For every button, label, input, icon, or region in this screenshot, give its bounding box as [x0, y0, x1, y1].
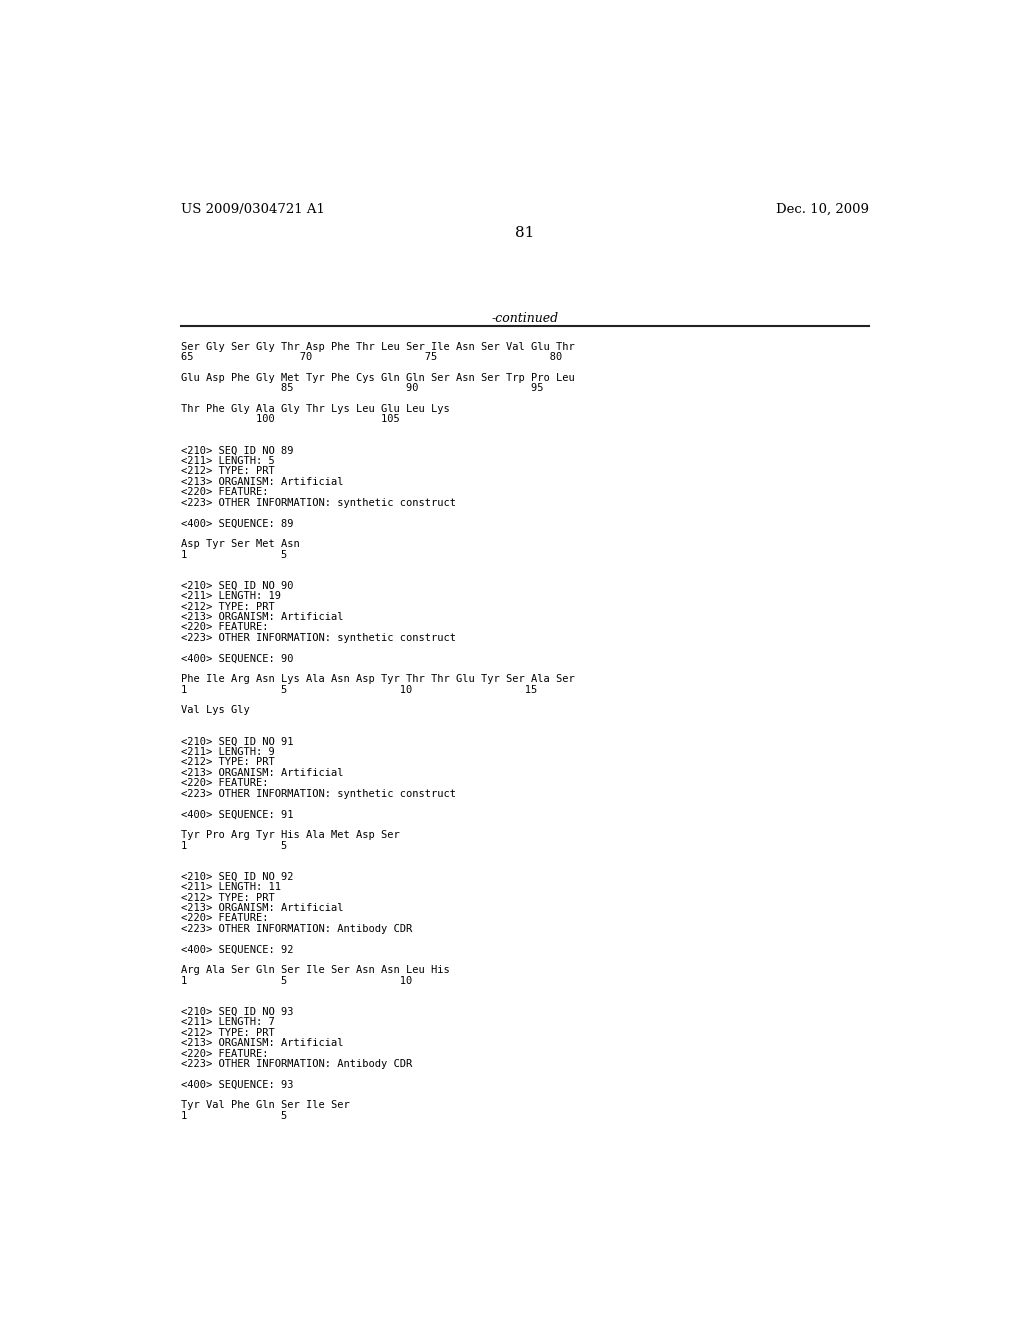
- Text: 1               5                  10                  15: 1 5 10 15: [180, 685, 537, 694]
- Text: <400> SEQUENCE: 93: <400> SEQUENCE: 93: [180, 1080, 293, 1090]
- Text: <213> ORGANISM: Artificial: <213> ORGANISM: Artificial: [180, 903, 343, 913]
- Text: <211> LENGTH: 5: <211> LENGTH: 5: [180, 455, 274, 466]
- Text: <210> SEQ ID NO 89: <210> SEQ ID NO 89: [180, 446, 293, 455]
- Text: <212> TYPE: PRT: <212> TYPE: PRT: [180, 602, 274, 611]
- Text: <211> LENGTH: 9: <211> LENGTH: 9: [180, 747, 274, 758]
- Text: Glu Asp Phe Gly Met Tyr Phe Cys Gln Gln Ser Asn Ser Trp Pro Leu: Glu Asp Phe Gly Met Tyr Phe Cys Gln Gln …: [180, 372, 574, 383]
- Text: Arg Ala Ser Gln Ser Ile Ser Asn Asn Leu His: Arg Ala Ser Gln Ser Ile Ser Asn Asn Leu …: [180, 965, 450, 975]
- Text: Tyr Pro Arg Tyr His Ala Met Asp Ser: Tyr Pro Arg Tyr His Ala Met Asp Ser: [180, 830, 399, 841]
- Text: 1               5: 1 5: [180, 841, 287, 850]
- Text: <223> OTHER INFORMATION: Antibody CDR: <223> OTHER INFORMATION: Antibody CDR: [180, 1059, 412, 1069]
- Text: <211> LENGTH: 11: <211> LENGTH: 11: [180, 882, 281, 892]
- Text: <220> FEATURE:: <220> FEATURE:: [180, 622, 268, 632]
- Text: 1               5: 1 5: [180, 1111, 287, 1121]
- Text: <220> FEATURE:: <220> FEATURE:: [180, 913, 268, 924]
- Text: US 2009/0304721 A1: US 2009/0304721 A1: [180, 203, 325, 216]
- Text: <211> LENGTH: 7: <211> LENGTH: 7: [180, 1018, 274, 1027]
- Text: <220> FEATURE:: <220> FEATURE:: [180, 487, 268, 498]
- Text: <213> ORGANISM: Artificial: <213> ORGANISM: Artificial: [180, 612, 343, 622]
- Text: <223> OTHER INFORMATION: synthetic construct: <223> OTHER INFORMATION: synthetic const…: [180, 498, 456, 508]
- Text: Asp Tyr Ser Met Asn: Asp Tyr Ser Met Asn: [180, 539, 299, 549]
- Text: <220> FEATURE:: <220> FEATURE:: [180, 1048, 268, 1059]
- Text: 1               5: 1 5: [180, 549, 287, 560]
- Text: Phe Ile Arg Asn Lys Ala Asn Asp Tyr Thr Thr Glu Tyr Ser Ala Ser: Phe Ile Arg Asn Lys Ala Asn Asp Tyr Thr …: [180, 675, 574, 684]
- Text: <212> TYPE: PRT: <212> TYPE: PRT: [180, 1028, 274, 1038]
- Text: <400> SEQUENCE: 92: <400> SEQUENCE: 92: [180, 945, 293, 954]
- Text: 1               5                  10: 1 5 10: [180, 975, 412, 986]
- Text: -continued: -continued: [492, 313, 558, 326]
- Text: <223> OTHER INFORMATION: Antibody CDR: <223> OTHER INFORMATION: Antibody CDR: [180, 924, 412, 933]
- Text: <212> TYPE: PRT: <212> TYPE: PRT: [180, 892, 274, 903]
- Text: <400> SEQUENCE: 90: <400> SEQUENCE: 90: [180, 653, 293, 664]
- Text: Val Lys Gly: Val Lys Gly: [180, 705, 250, 715]
- Text: <223> OTHER INFORMATION: synthetic construct: <223> OTHER INFORMATION: synthetic const…: [180, 788, 456, 799]
- Text: Thr Phe Gly Ala Gly Thr Lys Leu Glu Leu Lys: Thr Phe Gly Ala Gly Thr Lys Leu Glu Leu …: [180, 404, 450, 414]
- Text: 81: 81: [515, 226, 535, 240]
- Text: Dec. 10, 2009: Dec. 10, 2009: [776, 203, 869, 216]
- Text: Ser Gly Ser Gly Thr Asp Phe Thr Leu Ser Ile Asn Ser Val Glu Thr: Ser Gly Ser Gly Thr Asp Phe Thr Leu Ser …: [180, 342, 574, 351]
- Text: <400> SEQUENCE: 91: <400> SEQUENCE: 91: [180, 809, 293, 820]
- Text: <211> LENGTH: 19: <211> LENGTH: 19: [180, 591, 281, 601]
- Text: <213> ORGANISM: Artificial: <213> ORGANISM: Artificial: [180, 477, 343, 487]
- Text: <213> ORGANISM: Artificial: <213> ORGANISM: Artificial: [180, 1038, 343, 1048]
- Text: <213> ORGANISM: Artificial: <213> ORGANISM: Artificial: [180, 768, 343, 777]
- Text: Tyr Val Phe Gln Ser Ile Ser: Tyr Val Phe Gln Ser Ile Ser: [180, 1101, 349, 1110]
- Text: <220> FEATURE:: <220> FEATURE:: [180, 779, 268, 788]
- Text: 100                 105: 100 105: [180, 414, 399, 425]
- Text: <400> SEQUENCE: 89: <400> SEQUENCE: 89: [180, 519, 293, 528]
- Text: <210> SEQ ID NO 93: <210> SEQ ID NO 93: [180, 1007, 293, 1016]
- Text: <223> OTHER INFORMATION: synthetic construct: <223> OTHER INFORMATION: synthetic const…: [180, 632, 456, 643]
- Text: <210> SEQ ID NO 91: <210> SEQ ID NO 91: [180, 737, 293, 747]
- Text: <210> SEQ ID NO 92: <210> SEQ ID NO 92: [180, 871, 293, 882]
- Text: <212> TYPE: PRT: <212> TYPE: PRT: [180, 758, 274, 767]
- Text: 65                 70                  75                  80: 65 70 75 80: [180, 352, 562, 362]
- Text: 85                  90                  95: 85 90 95: [180, 383, 543, 393]
- Text: <210> SEQ ID NO 90: <210> SEQ ID NO 90: [180, 581, 293, 591]
- Text: <212> TYPE: PRT: <212> TYPE: PRT: [180, 466, 274, 477]
